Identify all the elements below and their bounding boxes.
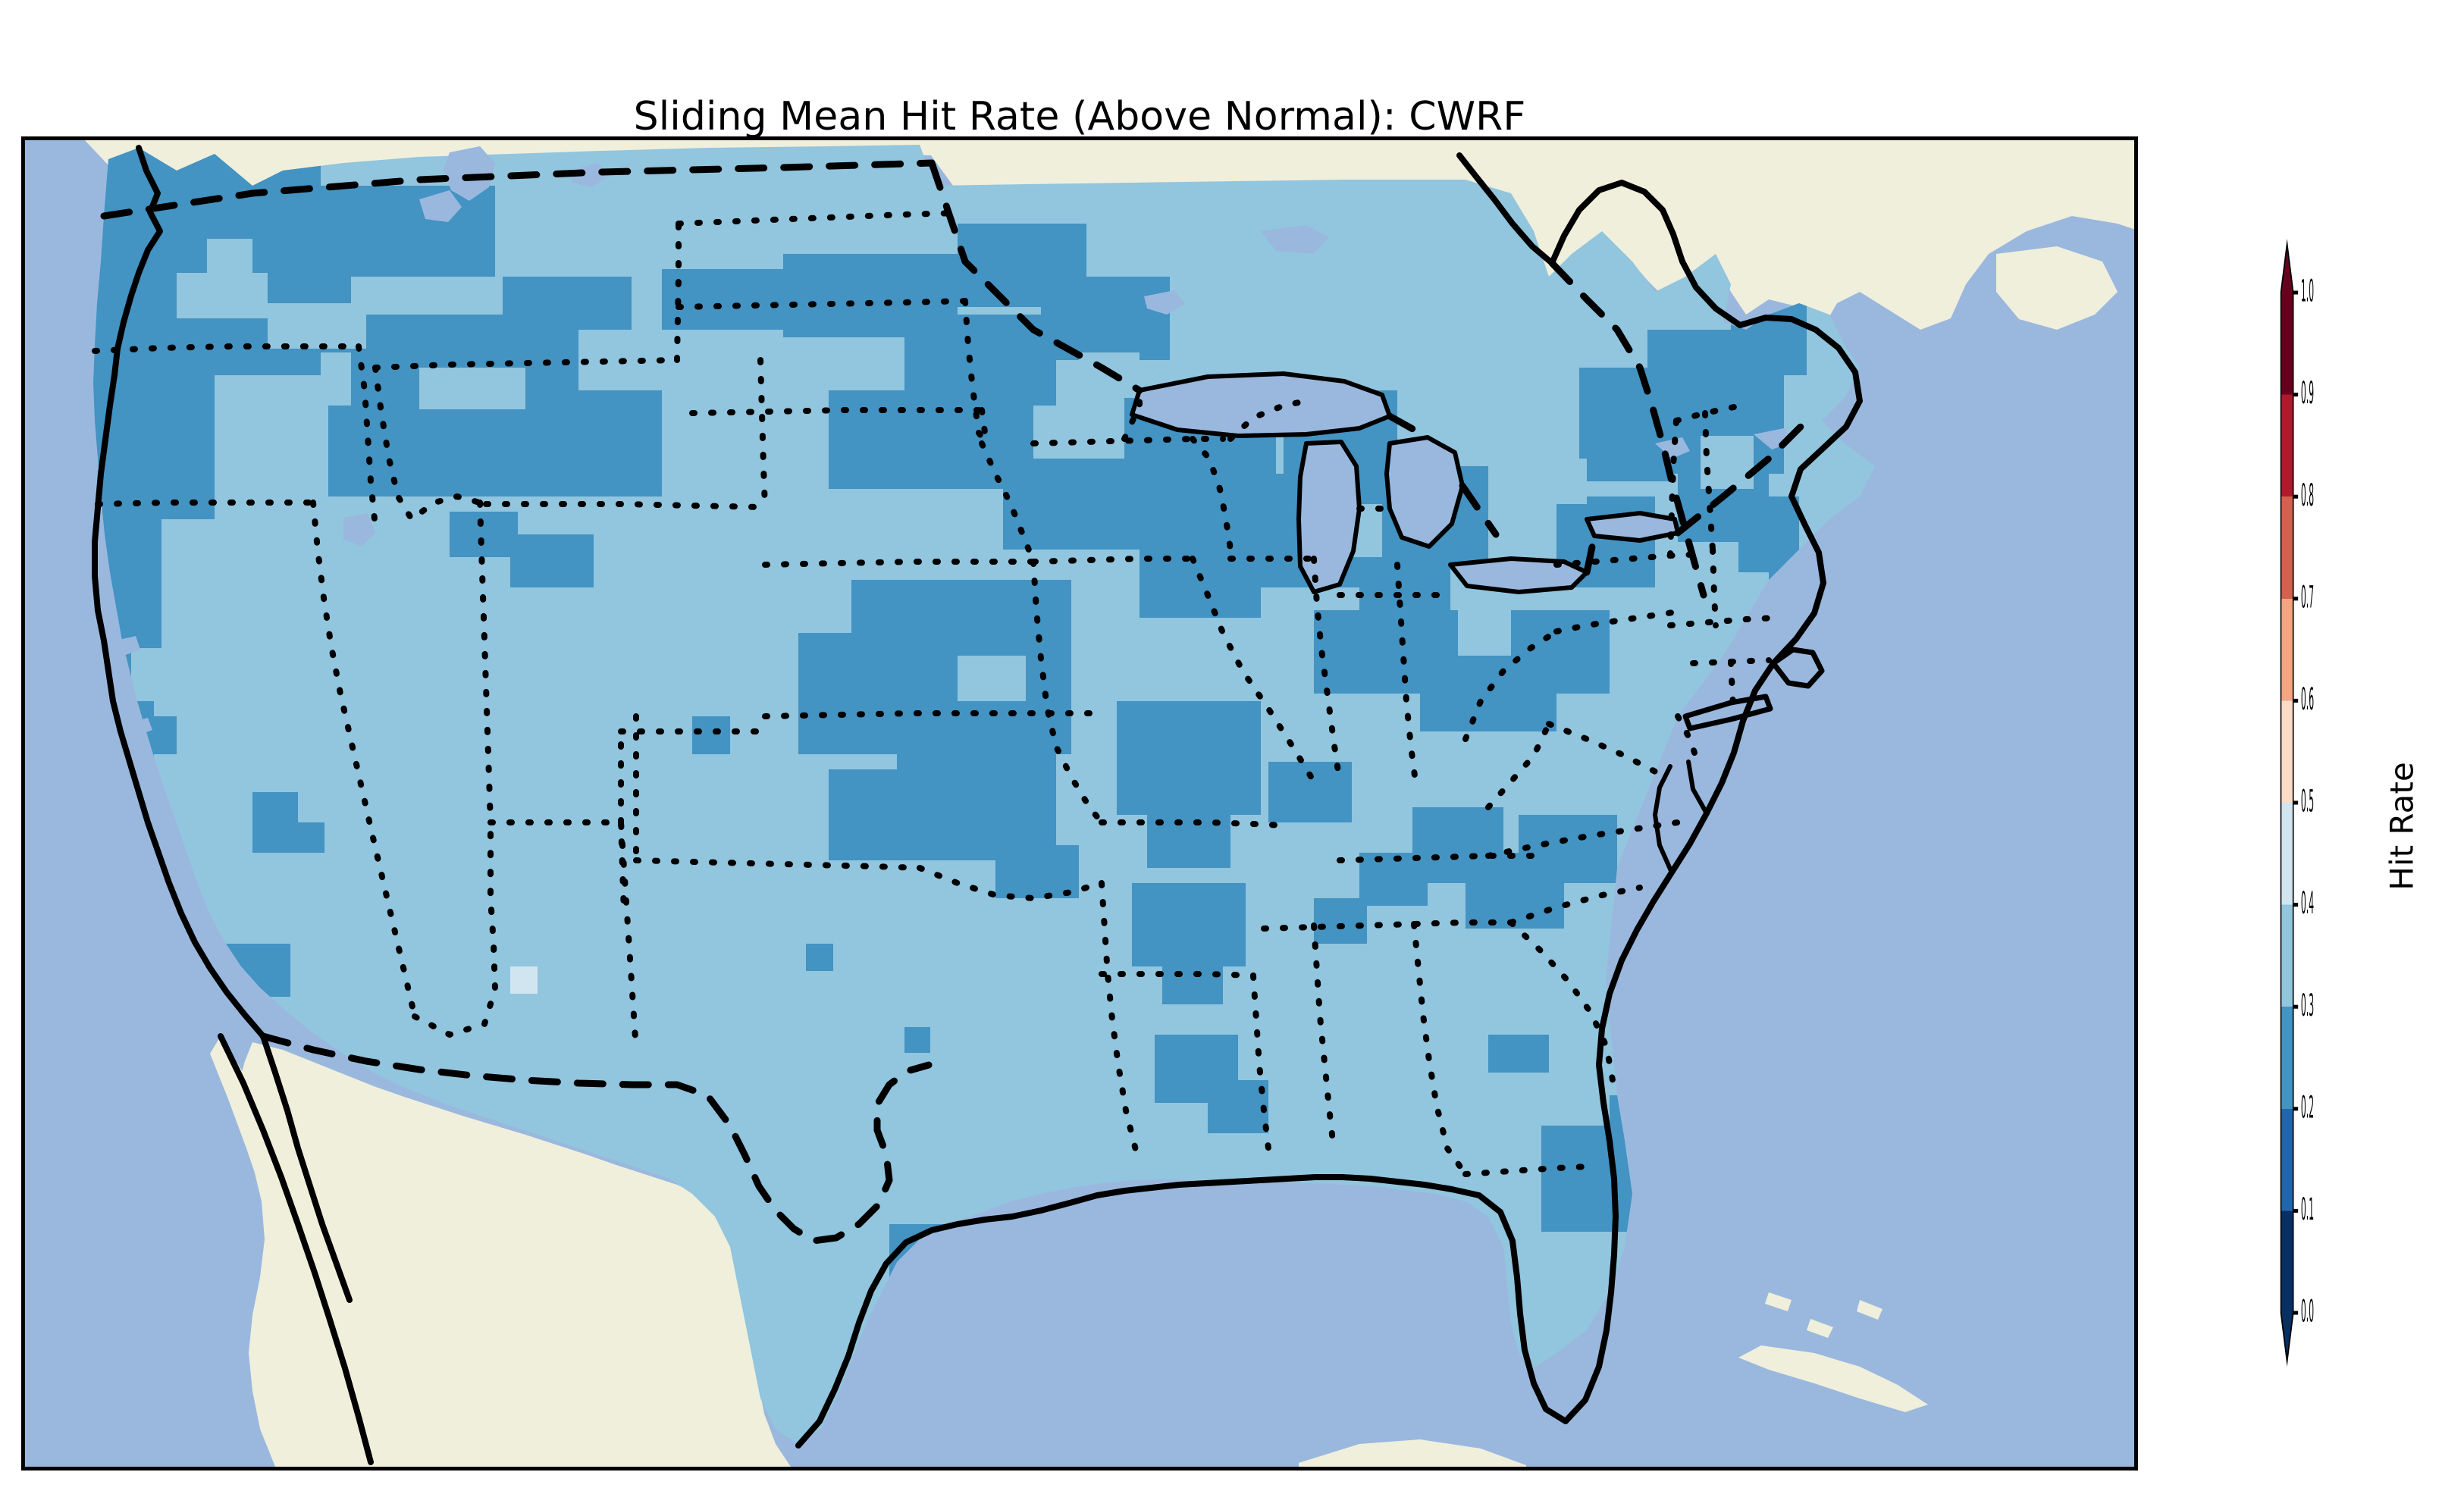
colorbar-band-0.8-0.9 xyxy=(2281,394,2293,497)
colorbar-band-0.5-0.6 xyxy=(2281,700,2293,803)
map-plot[interactable] xyxy=(25,140,2134,1467)
map-axes[interactable] xyxy=(21,136,2138,1471)
colorbar-band-0.3-0.4 xyxy=(2281,904,2293,1007)
colorbar-tick-label: 0.8 xyxy=(2301,478,2314,512)
colorbar-band-0.9-1.0 xyxy=(2281,293,2293,395)
colorbar-tick-label: 0.3 xyxy=(2301,988,2314,1023)
colorbar-band-0.6-0.7 xyxy=(2281,598,2293,701)
colorbar-band-0.4-0.5 xyxy=(2281,803,2293,905)
colorbar-tick-label: 0.5 xyxy=(2301,784,2314,819)
colorbar-band-0.0-0.1 xyxy=(2281,1211,2293,1313)
colorbar[interactable]: 1.0 0.9 0.8 0.7 0.6 0.5 0.4 0.3 0.2 0.1 … xyxy=(2280,238,2334,1367)
borders-layer xyxy=(92,145,1863,1465)
colorbar-bands xyxy=(2281,293,2293,1313)
border-us-canada-east xyxy=(928,159,1143,394)
colorbar-tick-label: 0.2 xyxy=(2301,1090,2314,1125)
colorbar-band-0.2-0.3 xyxy=(2281,1007,2293,1109)
colorbar-tick-label: 0.6 xyxy=(2301,681,2314,716)
colorbar-band-0.1-0.2 xyxy=(2281,1108,2293,1211)
state-borders xyxy=(92,210,1779,1177)
border-us-canada-lakes xyxy=(1386,409,1818,576)
colorbar-tick-label: 1.0 xyxy=(2301,274,2314,309)
colorbar-tick-label: 0.7 xyxy=(2301,580,2314,615)
coastline-gulf-of-california xyxy=(260,1033,353,1303)
land-layer xyxy=(84,140,2134,1467)
coastline-northeast xyxy=(1549,180,1743,328)
colorbar-band-0.7-0.8 xyxy=(2281,496,2293,599)
coastline-gulf-east xyxy=(795,315,1863,1449)
coastline-baja xyxy=(218,1033,374,1465)
colorbar-extend-min-arrow xyxy=(2281,1313,2293,1361)
great-lakes-outline xyxy=(1130,371,1680,594)
colorbar-tick-labels: 1.0 0.9 0.8 0.7 0.6 0.5 0.4 0.3 0.2 0.1 … xyxy=(2301,274,2314,1329)
lakes-layer xyxy=(116,146,1793,792)
colorbar-svg[interactable]: 1.0 0.9 0.8 0.7 0.6 0.5 0.4 0.3 0.2 0.1 … xyxy=(2280,238,2334,1367)
coastline-west xyxy=(92,145,266,1039)
colorbar-axis-label: Hit Rate xyxy=(2383,762,2421,891)
border-us-canada xyxy=(100,159,936,220)
colorbar-tick-label: 0.4 xyxy=(2301,885,2314,920)
colorbar-ticks xyxy=(2293,290,2299,1315)
coastline-cape-cod xyxy=(1770,647,1825,689)
colorbar-tick-label: 0.1 xyxy=(2301,1192,2314,1226)
border-us-mexico xyxy=(259,1032,933,1245)
colorbar-extend-max-arrow xyxy=(2281,244,2293,293)
coastline-chesapeake xyxy=(1653,764,1674,875)
border-us-canada-maine xyxy=(1548,259,1707,599)
coastline-canada-east xyxy=(1456,152,1555,266)
coastline-delaware-bay xyxy=(1686,760,1709,816)
colorbar-tick-label: 0.0 xyxy=(2301,1294,2314,1329)
title-line-primary: Sliding Mean Hit Rate (Above Normal): CW… xyxy=(633,93,1526,139)
colorbar-tick-label: 0.9 xyxy=(2301,375,2314,410)
